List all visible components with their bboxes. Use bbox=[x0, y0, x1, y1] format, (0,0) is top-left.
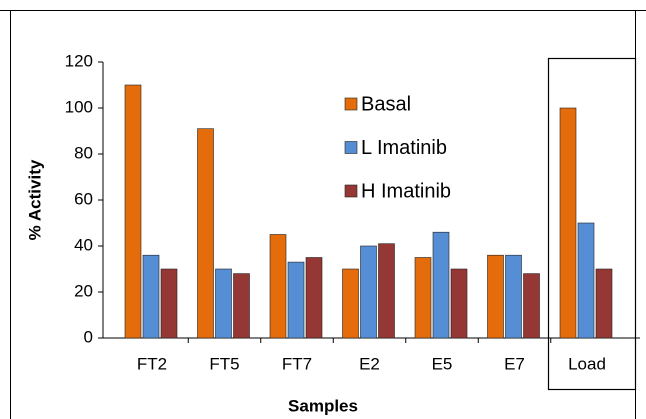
bar bbox=[414, 257, 432, 339]
bar bbox=[197, 128, 214, 339]
x-tick-label: FT7 bbox=[282, 354, 312, 373]
y-axis-title: % Activity bbox=[25, 159, 44, 240]
bar bbox=[360, 245, 377, 339]
y-tick-label: 80 bbox=[74, 143, 93, 162]
legend-swatch bbox=[344, 184, 358, 198]
legend-label: H Imatinib bbox=[361, 180, 451, 202]
highlight-box bbox=[547, 57, 637, 391]
bar bbox=[559, 107, 577, 339]
x-tick-label: E7 bbox=[504, 354, 525, 373]
y-tick-label: 0 bbox=[84, 327, 93, 346]
x-tick-label: E2 bbox=[359, 354, 380, 373]
bar bbox=[269, 234, 287, 339]
bar bbox=[160, 268, 178, 339]
x-tick-label: FT5 bbox=[209, 354, 239, 373]
legend-swatch bbox=[344, 141, 358, 154]
bar bbox=[124, 84, 142, 339]
bar bbox=[450, 268, 468, 339]
bar bbox=[523, 273, 540, 339]
x-tick-label: E5 bbox=[432, 354, 453, 373]
x-axis-title: Samples bbox=[288, 396, 358, 415]
legend-swatch bbox=[344, 97, 358, 111]
legend-label: L Imatinib bbox=[361, 137, 447, 159]
legend-label: Basal bbox=[361, 93, 411, 115]
x-tick-label: Load bbox=[568, 354, 606, 373]
bar bbox=[487, 254, 504, 339]
x-tick-label: FT2 bbox=[137, 354, 167, 373]
y-tick-label: 120 bbox=[65, 51, 93, 70]
bar bbox=[342, 268, 359, 339]
bar bbox=[595, 268, 613, 339]
y-tick-label: 40 bbox=[74, 235, 93, 254]
bar bbox=[233, 273, 250, 339]
bar bbox=[378, 243, 395, 339]
frame bbox=[10, 10, 636, 419]
bar bbox=[305, 257, 323, 339]
bar bbox=[287, 261, 305, 339]
y-tick-label: 20 bbox=[74, 281, 93, 300]
y-tick-label: 60 bbox=[74, 189, 93, 208]
y-tick-label: 100 bbox=[65, 97, 93, 116]
bar bbox=[432, 231, 450, 339]
bar bbox=[142, 254, 160, 339]
bar bbox=[215, 268, 232, 339]
bar bbox=[577, 222, 595, 339]
bar bbox=[505, 254, 522, 339]
